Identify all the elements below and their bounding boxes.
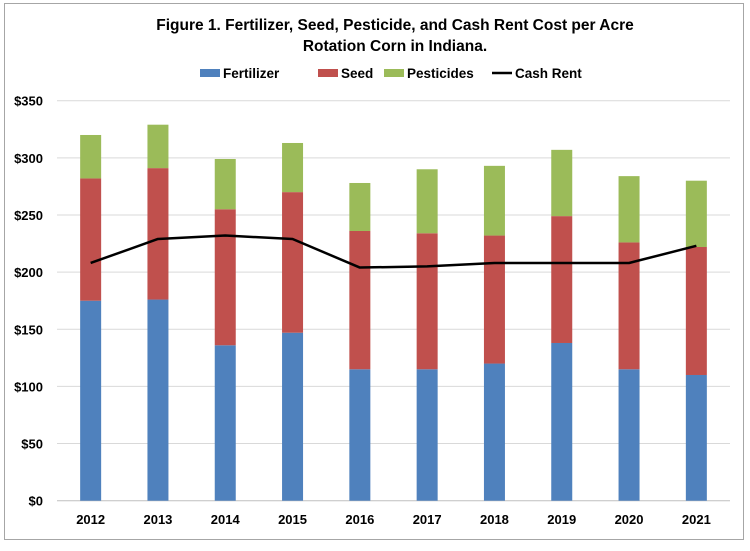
legend-label: Cash Rent xyxy=(515,66,582,81)
bar-seed-2015 xyxy=(282,192,303,333)
bar-fertilizer-2015 xyxy=(282,333,303,501)
bar-seed-2021 xyxy=(686,247,707,375)
y-tick-label: $150 xyxy=(14,322,43,337)
y-tick-label: $300 xyxy=(14,151,43,166)
bar-fertilizer-2016 xyxy=(349,369,370,500)
y-tick-label: $100 xyxy=(14,379,43,394)
bar-seed-2019 xyxy=(551,216,572,343)
x-tick-label: 2014 xyxy=(211,512,241,527)
bar-pesticides-2020 xyxy=(619,176,640,242)
x-tick-label: 2017 xyxy=(413,512,442,527)
x-tick-label: 2020 xyxy=(615,512,644,527)
legend-label: Fertilizer xyxy=(223,66,280,81)
bar-pesticides-2015 xyxy=(282,143,303,192)
x-tick-label: 2016 xyxy=(345,512,374,527)
bar-fertilizer-2018 xyxy=(484,364,505,501)
bar-fertilizer-2021 xyxy=(686,375,707,501)
bar-pesticides-2017 xyxy=(417,169,438,233)
y-tick-label: $250 xyxy=(14,208,43,223)
bar-fertilizer-2019 xyxy=(551,343,572,501)
bar-seed-2013 xyxy=(147,168,168,299)
chart-title-line-1: Figure 1. Fertilizer, Seed, Pesticide, a… xyxy=(156,17,634,34)
x-tick-label: 2021 xyxy=(682,512,711,527)
x-tick-label: 2012 xyxy=(76,512,105,527)
bar-fertilizer-2017 xyxy=(417,369,438,500)
bar-pesticides-2018 xyxy=(484,166,505,236)
y-tick-label: $50 xyxy=(21,437,43,452)
x-tick-label: 2013 xyxy=(143,512,172,527)
bar-seed-2014 xyxy=(215,209,236,345)
legend-label: Pesticides xyxy=(407,66,474,81)
bar-seed-2012 xyxy=(80,178,101,300)
legend-swatch xyxy=(318,69,338,77)
bar-fertilizer-2013 xyxy=(147,300,168,501)
legend-label: Seed xyxy=(341,66,373,81)
bar-seed-2018 xyxy=(484,236,505,364)
bar-pesticides-2013 xyxy=(147,125,168,168)
bar-pesticides-2019 xyxy=(551,150,572,216)
legend-swatch xyxy=(200,69,220,77)
y-tick-label: $200 xyxy=(14,265,43,280)
bar-fertilizer-2014 xyxy=(215,345,236,500)
bar-seed-2017 xyxy=(417,233,438,369)
bar-pesticides-2016 xyxy=(349,183,370,231)
chart-title-line-2: Rotation Corn in Indiana. xyxy=(303,38,487,55)
x-tick-label: 2019 xyxy=(547,512,576,527)
bar-pesticides-2021 xyxy=(686,181,707,247)
x-tick-label: 2018 xyxy=(480,512,509,527)
legend-swatch xyxy=(384,69,404,77)
bar-seed-2016 xyxy=(349,231,370,369)
y-tick-label: $0 xyxy=(29,494,43,509)
bar-pesticides-2012 xyxy=(80,135,101,178)
bar-pesticides-2014 xyxy=(215,159,236,209)
bar-fertilizer-2012 xyxy=(80,301,101,501)
x-tick-label: 2015 xyxy=(278,512,307,527)
bar-fertilizer-2020 xyxy=(619,369,640,500)
y-tick-label: $350 xyxy=(14,94,43,109)
